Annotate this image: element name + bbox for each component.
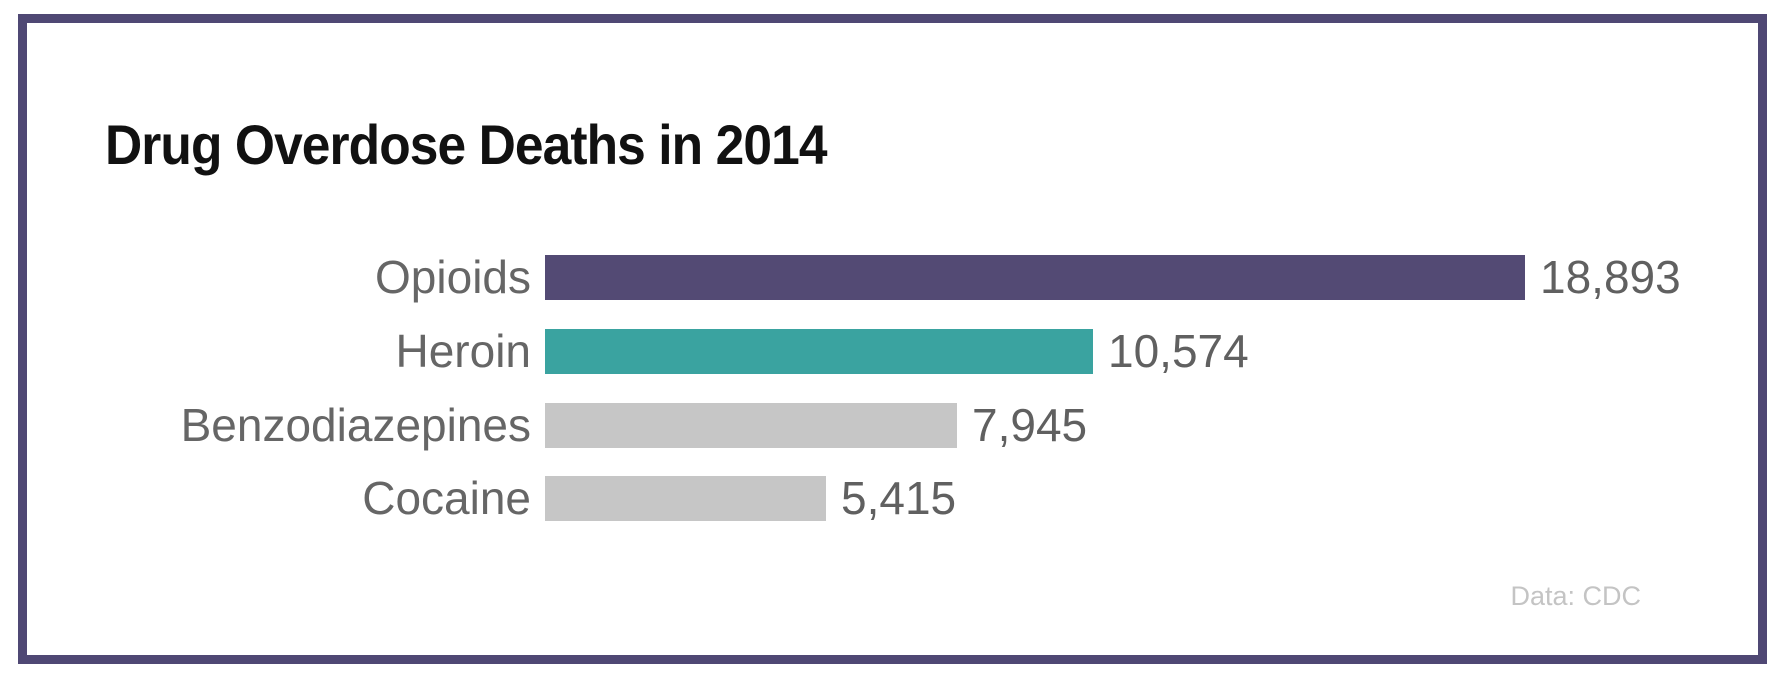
value-label: 5,415 <box>841 472 957 524</box>
source-note: Data: CDC <box>1510 581 1641 611</box>
chart-title: Drug Overdose Deaths in 2014 <box>105 113 827 176</box>
bar-row: Benzodiazepines 7,945 <box>27 399 1785 451</box>
chart-frame-border: Drug Overdose Deaths in 2014 Opioids 18,… <box>18 14 1767 664</box>
category-label: Cocaine <box>362 472 531 524</box>
category-label: Opioids <box>375 251 531 303</box>
bar <box>545 329 1093 374</box>
category-label: Heroin <box>395 325 531 377</box>
bar <box>545 476 826 521</box>
value-label: 7,945 <box>972 399 1088 451</box>
value-label: 10,574 <box>1108 325 1249 377</box>
category-label: Benzodiazepines <box>180 399 531 451</box>
bar-row: Opioids 18,893 <box>27 251 1785 303</box>
bar-row: Cocaine 5,415 <box>27 472 1785 524</box>
bar <box>545 255 1525 300</box>
bar-row: Heroin 10,574 <box>27 325 1785 377</box>
value-label: 18,893 <box>1540 251 1681 303</box>
bar <box>545 403 957 448</box>
